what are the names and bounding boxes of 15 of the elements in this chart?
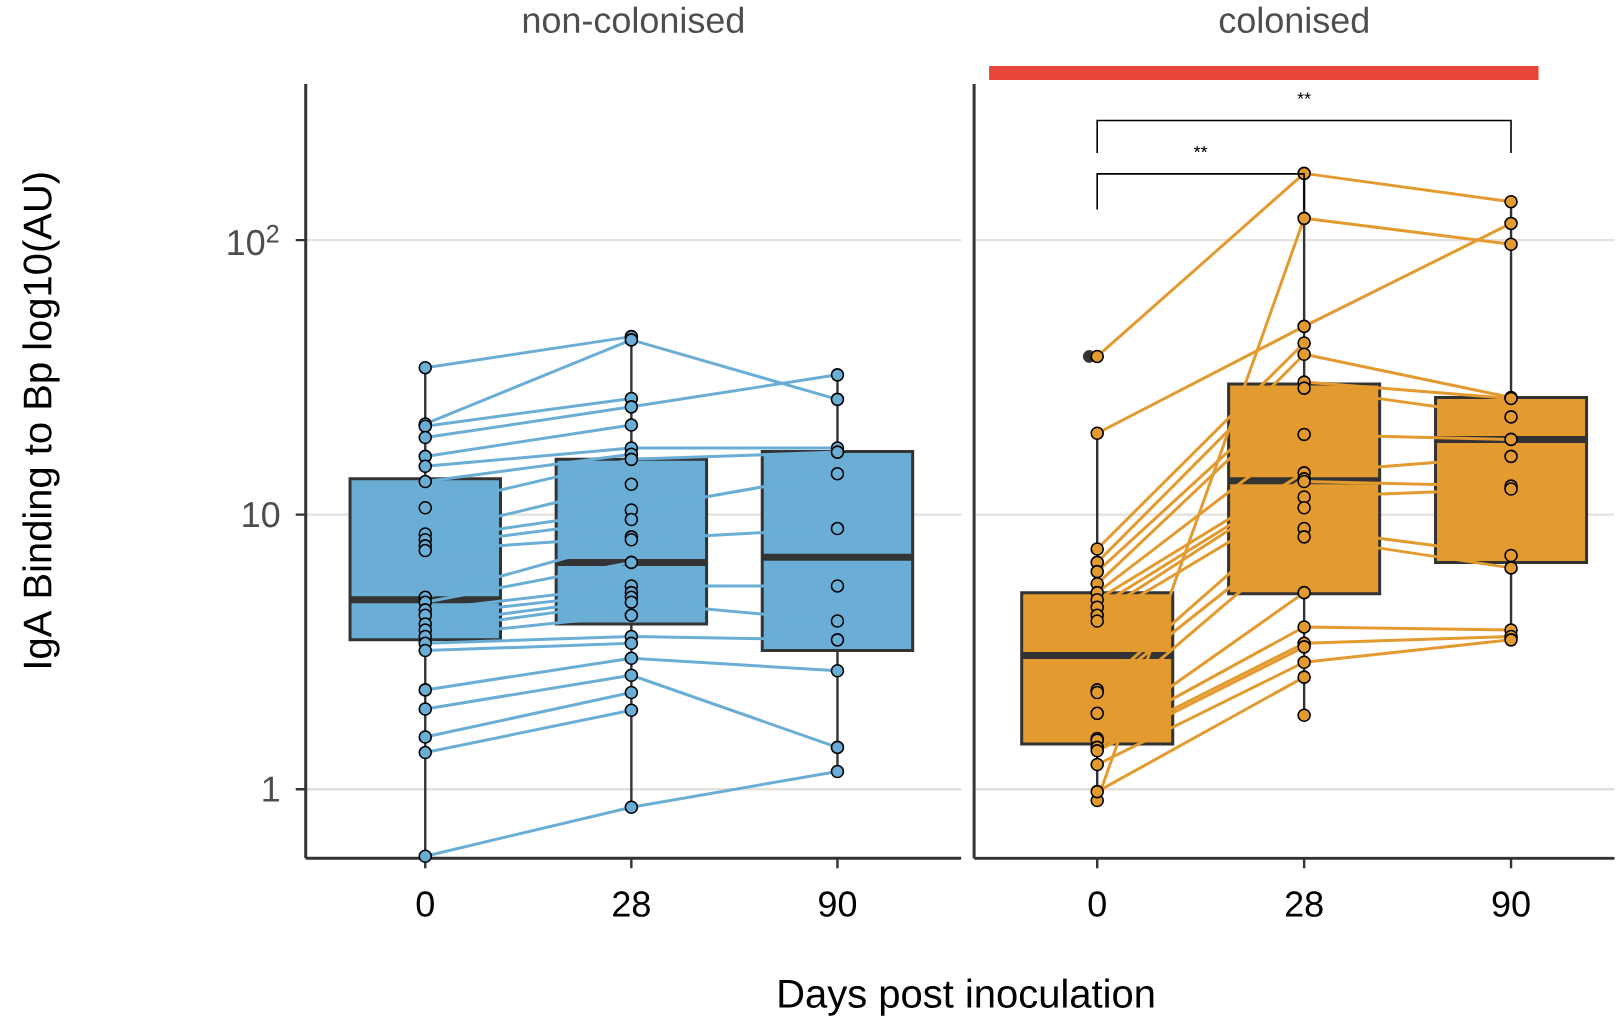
x-tick-label: 28: [1285, 891, 1323, 917]
x-tick-label: 90: [1492, 891, 1530, 917]
annotation: **: [1297, 92, 1311, 99]
y-tick-label: 1: [263, 776, 279, 802]
chart-title: colonised: [1219, 6, 1368, 33]
y-tick-label: 10$^{2}$: [228, 224, 279, 256]
chart-title: non-colonised: [523, 6, 744, 33]
annotation: **: [1193, 145, 1208, 153]
y-axis-title: IgA Binding to Bp log10(AU): [22, 173, 60, 667]
x-tick-label: 0: [1088, 891, 1106, 917]
y-tick-label: 10: [243, 501, 280, 528]
x-tick-label: 0: [416, 891, 434, 917]
x-tick-label: 90: [819, 891, 857, 917]
x-axis-title: Days post inoculation: [779, 978, 1154, 1016]
x-tick-label: 28: [613, 891, 650, 917]
